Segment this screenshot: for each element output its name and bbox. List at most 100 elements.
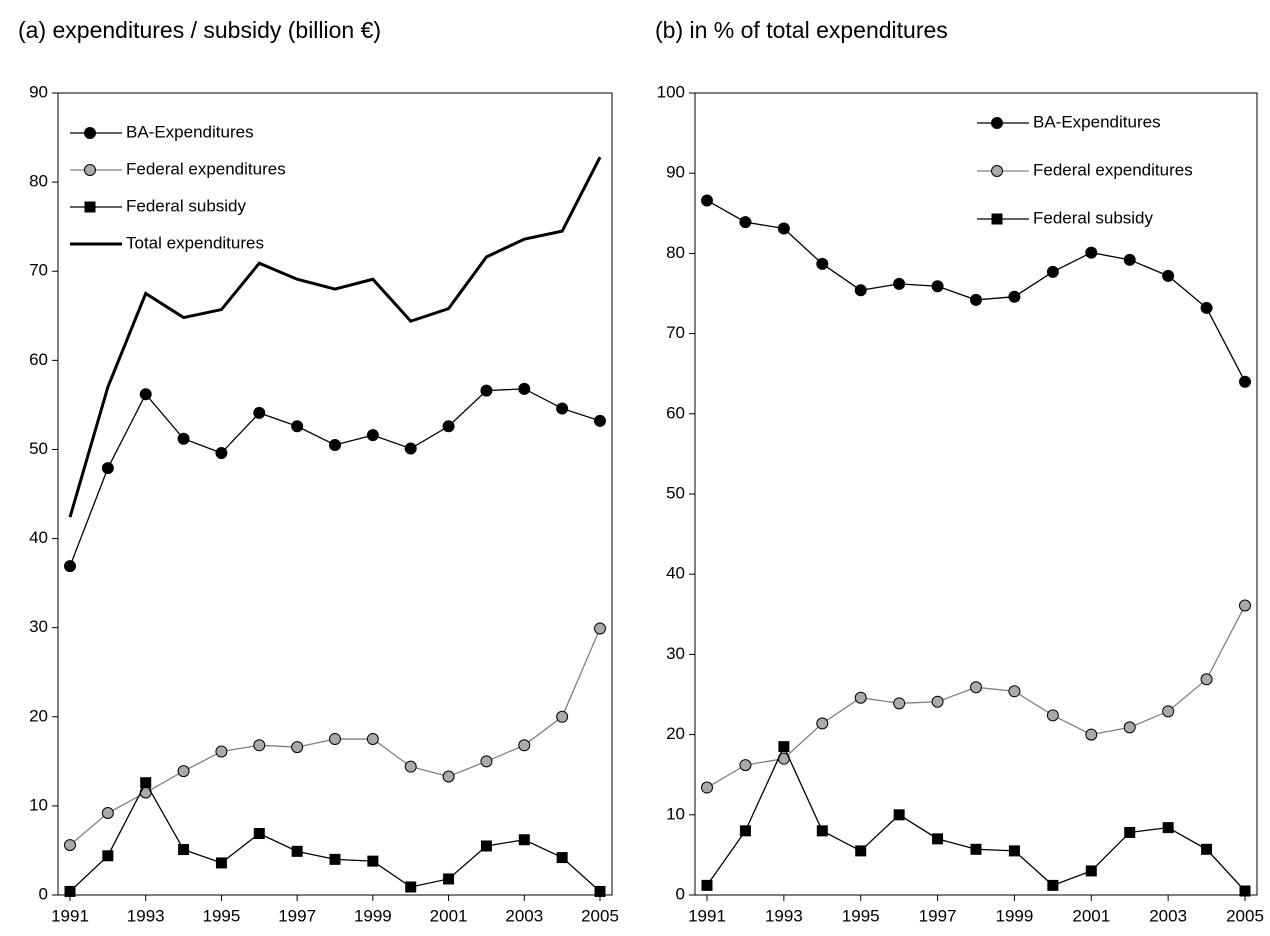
marker	[177, 765, 190, 778]
x-tick-label: 2005	[581, 906, 619, 925]
marker	[291, 741, 304, 754]
legend-marker	[84, 127, 96, 139]
marker	[443, 873, 455, 885]
marker	[739, 216, 752, 229]
x-tick-label: 1991	[688, 906, 726, 925]
marker	[1046, 265, 1059, 278]
marker	[777, 222, 790, 235]
marker	[1008, 845, 1020, 857]
marker	[215, 447, 228, 460]
y-tick-label: 10	[29, 795, 48, 814]
y-tick-label: 90	[29, 82, 48, 101]
marker	[1239, 375, 1251, 388]
marker	[480, 840, 492, 852]
marker	[1008, 685, 1021, 698]
marker	[893, 697, 906, 710]
legend-label: BA-Expenditures	[126, 122, 254, 141]
y-tick-label: 20	[29, 706, 48, 725]
marker	[329, 438, 341, 451]
legend-label: Federal expenditures	[126, 159, 286, 178]
series-line	[706, 745, 1246, 892]
marker	[442, 420, 455, 433]
chart-title: (a) expenditures / subsidy (billion €)	[18, 17, 381, 43]
marker	[1046, 709, 1059, 722]
y-tick-label: 10	[666, 804, 685, 823]
y-tick-label: 50	[666, 483, 685, 502]
x-tick-label: 2001	[1072, 906, 1110, 925]
marker	[480, 755, 493, 768]
marker	[1008, 290, 1021, 303]
x-tick-label: 1997	[278, 906, 316, 925]
marker	[854, 691, 867, 704]
y-tick-label: 20	[666, 724, 685, 743]
marker	[701, 781, 713, 794]
marker	[253, 739, 266, 752]
y-tick-label: 0	[39, 884, 48, 903]
marker	[932, 833, 944, 845]
marker	[480, 384, 493, 397]
marker	[215, 857, 227, 869]
marker	[816, 717, 829, 730]
marker	[1123, 253, 1136, 266]
marker	[329, 853, 341, 865]
marker	[1200, 301, 1213, 314]
y-tick-label: 40	[666, 564, 685, 583]
marker	[64, 839, 76, 852]
marker	[140, 777, 152, 789]
y-tick-label: 70	[666, 323, 685, 342]
marker	[594, 622, 606, 635]
y-tick-label: 90	[666, 163, 685, 182]
legend-label: Total expenditures	[126, 233, 264, 252]
series-line	[68, 156, 602, 518]
marker	[253, 828, 265, 840]
legend-marker	[84, 164, 96, 176]
legend-label: Federal subsidy	[126, 196, 247, 215]
marker	[739, 825, 751, 837]
y-tick-label: 0	[676, 884, 685, 903]
legend-label: Federal subsidy	[1033, 208, 1154, 227]
y-tick-label: 70	[29, 261, 48, 280]
marker	[556, 402, 569, 415]
y-tick-label: 30	[29, 617, 48, 636]
x-tick-label: 2003	[505, 906, 543, 925]
marker	[1124, 826, 1136, 838]
marker	[177, 432, 190, 445]
marker	[1162, 705, 1175, 718]
marker	[518, 739, 531, 752]
marker	[102, 850, 114, 862]
marker	[367, 855, 379, 867]
marker	[816, 257, 829, 270]
marker	[178, 844, 190, 856]
x-tick-label: 1995	[203, 906, 241, 925]
marker	[855, 845, 867, 857]
legend-marker	[991, 213, 1003, 225]
x-tick-label: 1991	[51, 906, 89, 925]
y-tick-label: 60	[666, 403, 685, 422]
marker	[931, 280, 944, 293]
marker	[64, 885, 76, 897]
marker	[1123, 721, 1136, 734]
series-line	[69, 388, 601, 567]
marker	[701, 194, 713, 207]
y-tick-label: 80	[29, 172, 48, 191]
marker	[518, 834, 530, 846]
marker	[556, 710, 569, 723]
marker	[405, 881, 417, 893]
x-tick-label: 1997	[919, 906, 957, 925]
plot-frame	[57, 92, 613, 896]
marker	[778, 741, 790, 753]
marker	[816, 825, 828, 837]
marker	[291, 420, 304, 433]
marker	[1162, 269, 1175, 282]
x-tick-label: 1999	[354, 906, 392, 925]
marker	[556, 852, 568, 864]
marker	[1162, 822, 1174, 834]
marker	[701, 879, 713, 891]
y-tick-label: 100	[657, 82, 685, 101]
marker	[970, 843, 982, 855]
legend-marker	[991, 165, 1003, 177]
marker	[101, 462, 114, 475]
marker	[64, 560, 76, 573]
marker	[893, 277, 906, 290]
